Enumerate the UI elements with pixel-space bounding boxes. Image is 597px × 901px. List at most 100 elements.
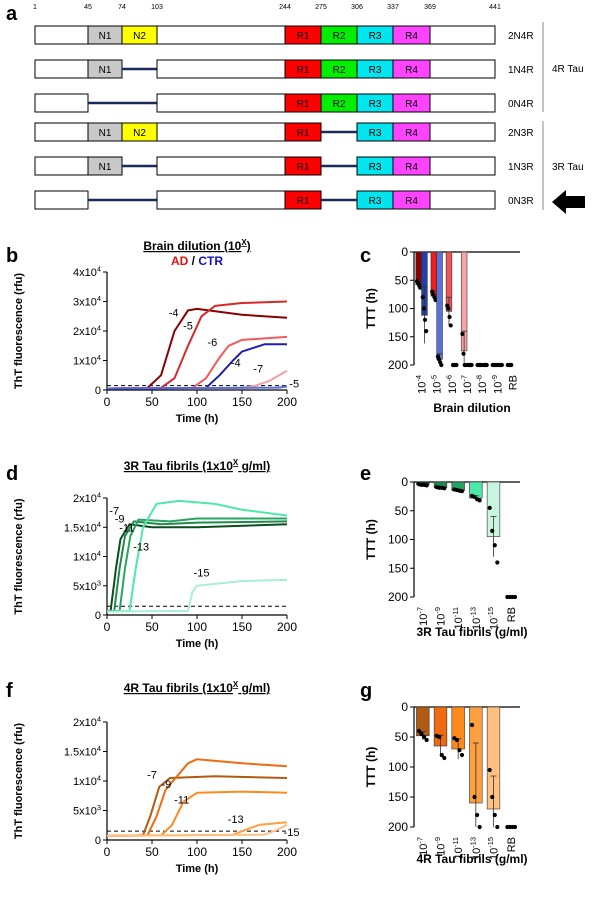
x-tick-label-exp: -5	[429, 375, 438, 382]
y-tick-label-base: 0	[95, 835, 101, 847]
series-line	[106, 300, 288, 390]
y-tick-label: 2x104	[73, 324, 101, 338]
domain-r3-label: R3	[369, 31, 382, 42]
x-tick-label: 150	[232, 620, 252, 634]
x-tick-label-exp: -7	[415, 607, 424, 614]
panel-letter-b: b	[6, 245, 18, 267]
y-tick-label-base: 3x10	[73, 297, 97, 309]
data-point	[477, 498, 482, 503]
series-label: -13	[228, 814, 244, 826]
chart-title-close: g/ml)	[238, 459, 270, 473]
isoform-name: 2N3R	[508, 128, 534, 139]
series-line	[106, 758, 288, 837]
y-axis-label: ThT fluorescence (rfu)	[13, 273, 25, 389]
y-tick-label: 0	[401, 475, 408, 489]
x-tick-label: 10-9	[433, 837, 447, 856]
isoform-name: 1N4R	[508, 65, 534, 76]
y-tick-label-exp: 4	[97, 265, 101, 274]
y-tick-label-base: 2x10	[73, 493, 97, 505]
y-tick-label: 0	[95, 835, 101, 847]
panel-letter-g: g	[360, 680, 372, 702]
data-point	[460, 331, 465, 337]
isoform-c-terminal	[429, 93, 496, 113]
y-tick-label: 5x103	[73, 803, 101, 817]
x-tick-label: 10-13	[468, 607, 482, 630]
y-tick-label: 3x104	[73, 294, 101, 308]
y-tick-label: 5x103	[73, 578, 101, 592]
position-label: 244	[279, 4, 291, 11]
x-tick-label-exp: -6	[444, 375, 453, 382]
y-tick-label-base: 1.5x10	[64, 522, 97, 534]
panel-letter-c: c	[360, 245, 371, 267]
bar	[436, 251, 443, 360]
x-tick-label: 10-11	[451, 607, 465, 630]
series-label: -7	[109, 505, 119, 517]
y-tick-label: 150	[388, 790, 408, 804]
x-tick-label: RB	[506, 837, 518, 852]
domain-r3-label: R3	[369, 99, 382, 110]
data-point	[492, 812, 497, 818]
domain-r3-label: R3	[369, 162, 382, 173]
y-tick-label: 1x104	[73, 774, 101, 788]
data-point	[477, 824, 482, 830]
isoform-n-terminal	[34, 93, 89, 113]
subtitle-ctr: CTR	[198, 254, 223, 268]
data-point	[495, 824, 500, 830]
domain-r4-label: R4	[405, 196, 418, 207]
y-tick-label: 1x104	[73, 353, 101, 367]
position-label: 369	[424, 4, 436, 11]
series-label: -5	[183, 321, 193, 333]
x-tick-label-base: 10	[447, 382, 459, 394]
x-tick-label: 10-6	[444, 375, 458, 394]
x-tick-label: RB	[506, 607, 518, 622]
x-tick-label-base: 10	[432, 382, 444, 394]
domain-n1-label: N1	[99, 162, 112, 173]
position-label: 45	[84, 4, 92, 11]
series-label: -4	[231, 357, 241, 369]
data-point	[457, 748, 462, 753]
domain-r3-label: R3	[369, 65, 382, 76]
data-point	[469, 722, 475, 728]
x-tick-label-exp: -8	[475, 375, 484, 382]
position-label: 275	[315, 4, 327, 11]
y-tick-label-base: 2x10	[73, 326, 97, 338]
x-tick-label-base: RB	[507, 375, 519, 390]
y-tick-label: 1.5x104	[64, 744, 101, 758]
isoform-central	[156, 156, 286, 176]
domain-n2-label: N2	[133, 31, 146, 42]
series-label: -9	[115, 514, 125, 526]
isoform-central	[156, 190, 286, 210]
isoform-n-terminal	[34, 122, 89, 142]
group-label-3r: 3R Tau	[552, 162, 584, 173]
domain-r1-label: R1	[297, 196, 310, 207]
x-tick-label-base: 10	[436, 614, 448, 626]
x-tick-label-exp: -15	[486, 837, 495, 848]
panel-letter-e: e	[360, 463, 371, 485]
series-line	[106, 520, 288, 613]
data-point	[416, 728, 422, 734]
x-tick-label: 10-15	[486, 837, 500, 860]
data-point	[448, 323, 453, 328]
y-axis-label: TTT (h)	[364, 747, 378, 788]
data-point	[490, 794, 495, 800]
x-tick-label: 100	[187, 620, 207, 634]
domain-n1-label: N1	[99, 128, 112, 139]
domain-r3-label: R3	[369, 128, 382, 139]
data-point	[446, 306, 451, 311]
position-label: 1	[33, 4, 37, 11]
x-tick-label: 50	[145, 845, 159, 859]
domain-n2-label: N2	[133, 128, 146, 139]
y-tick-label-exp: 4	[97, 491, 101, 500]
series-line	[106, 790, 288, 837]
x-tick-label: 0	[104, 620, 111, 634]
data-point	[487, 767, 492, 773]
domain-r3-label: R3	[369, 196, 382, 207]
isoform-central	[156, 93, 286, 113]
isoform-central	[156, 59, 286, 79]
subtitle-separator: /	[188, 254, 198, 268]
domain-r4-label: R4	[405, 162, 418, 173]
isoform-name: 0N4R	[508, 99, 534, 110]
chart-title: 3R Tau fibrils (1x10X g/ml)	[124, 458, 271, 473]
y-tick-label: 2x104	[73, 491, 101, 505]
x-tick-label: 50	[145, 620, 159, 634]
